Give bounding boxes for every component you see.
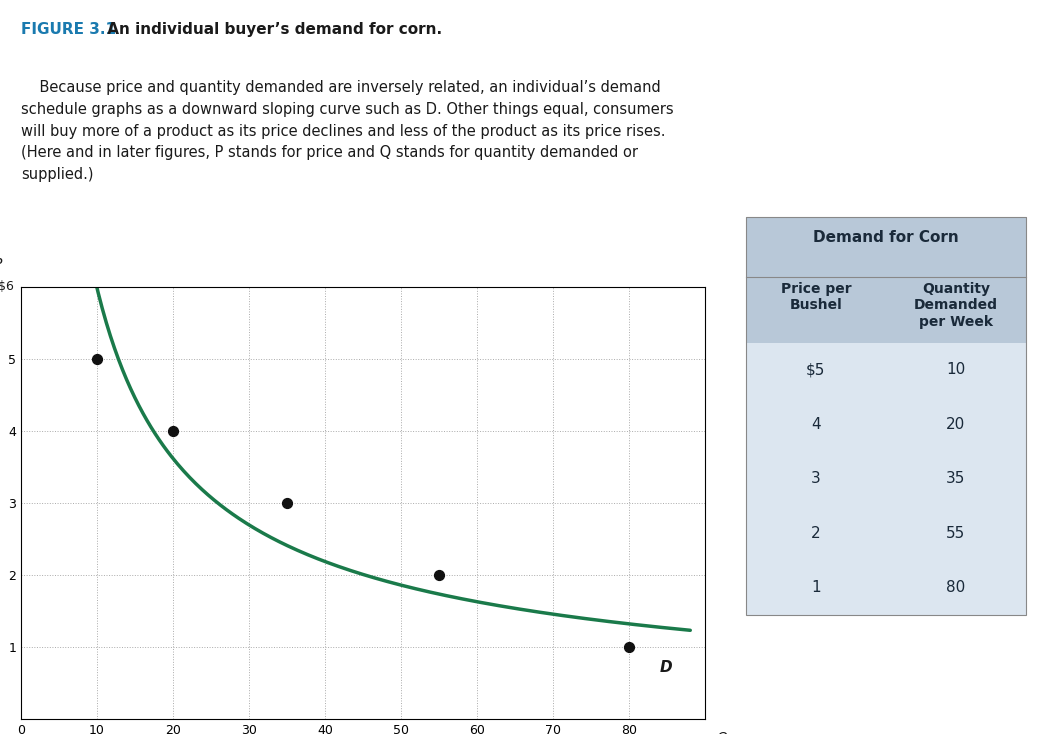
Text: 3: 3 bbox=[811, 471, 821, 486]
Text: P: P bbox=[0, 257, 2, 271]
FancyBboxPatch shape bbox=[746, 217, 1026, 343]
Text: 4: 4 bbox=[811, 417, 821, 432]
Text: 10: 10 bbox=[947, 363, 966, 377]
Text: FIGURE 3.1: FIGURE 3.1 bbox=[21, 22, 116, 37]
Text: 55: 55 bbox=[947, 526, 966, 541]
Point bbox=[279, 498, 296, 509]
Text: Demand for Corn: Demand for Corn bbox=[813, 230, 958, 245]
Text: Q: Q bbox=[716, 730, 728, 734]
Text: Quantity
Demanded
per Week: Quantity Demanded per Week bbox=[914, 282, 998, 329]
Text: 1: 1 bbox=[811, 580, 821, 595]
Y-axis label: Price (per bushel): Price (per bushel) bbox=[0, 442, 1, 564]
Text: $6: $6 bbox=[0, 280, 14, 294]
Text: 2: 2 bbox=[811, 526, 821, 541]
Text: 35: 35 bbox=[946, 471, 966, 486]
FancyBboxPatch shape bbox=[746, 451, 1026, 506]
FancyBboxPatch shape bbox=[746, 560, 1026, 614]
Point bbox=[88, 353, 105, 365]
Text: Because price and quantity demanded are inversely related, an individual’s deman: Because price and quantity demanded are … bbox=[21, 80, 673, 182]
FancyBboxPatch shape bbox=[746, 397, 1026, 451]
FancyBboxPatch shape bbox=[746, 343, 1026, 397]
Text: An individual buyer’s demand for corn.: An individual buyer’s demand for corn. bbox=[102, 22, 442, 37]
Text: $5: $5 bbox=[806, 363, 826, 377]
Text: Price per
Bushel: Price per Bushel bbox=[781, 282, 851, 312]
Text: 20: 20 bbox=[947, 417, 966, 432]
Point bbox=[165, 425, 182, 437]
Text: D: D bbox=[660, 661, 672, 675]
Point bbox=[431, 570, 448, 581]
Text: 80: 80 bbox=[947, 580, 966, 595]
Point bbox=[621, 642, 638, 653]
FancyBboxPatch shape bbox=[746, 506, 1026, 560]
